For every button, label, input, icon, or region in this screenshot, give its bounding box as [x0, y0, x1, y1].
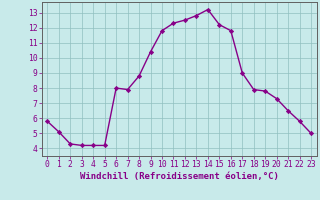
X-axis label: Windchill (Refroidissement éolien,°C): Windchill (Refroidissement éolien,°C) — [80, 172, 279, 181]
